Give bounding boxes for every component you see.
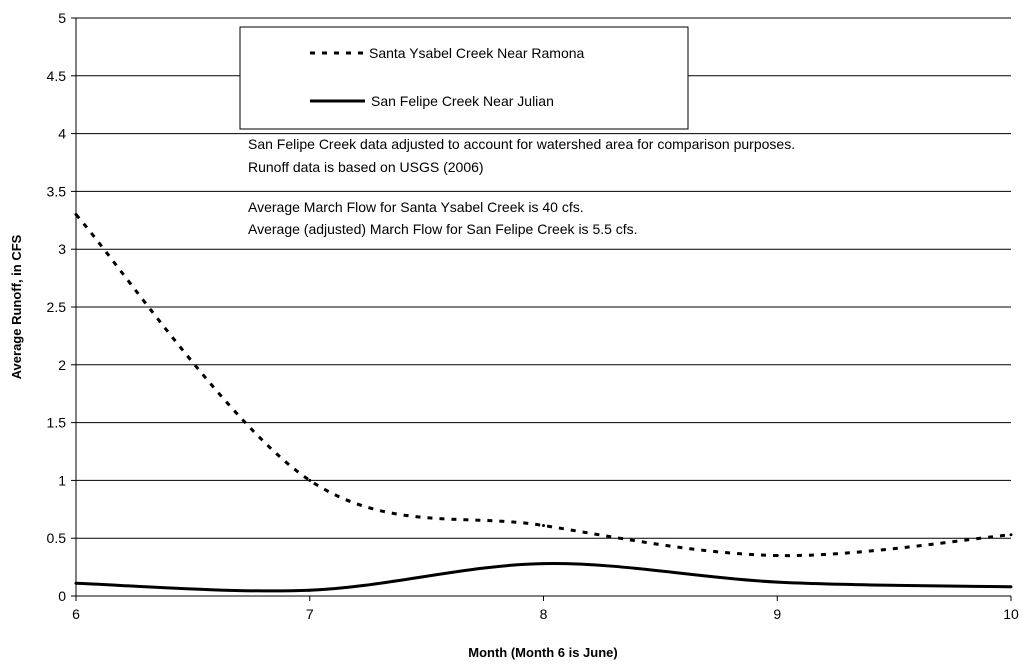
series-point — [74, 581, 78, 585]
series-point — [775, 554, 779, 558]
x-tick-label: 10 — [1003, 606, 1019, 622]
legend-label-san-felipe: San Felipe Creek Near Julian — [371, 93, 554, 109]
legend-box — [239, 26, 689, 130]
y-axis-tick-labels: 0 0.5 1 1.5 2 2.5 3 3.5 4 4.5 5 — [47, 10, 76, 604]
y-tick-label: 0 — [58, 588, 66, 604]
y-tick-label: 3.5 — [47, 183, 67, 199]
y-tick-label: 1.5 — [47, 415, 67, 431]
y-tick-label: 2.5 — [47, 299, 67, 315]
x-tick-label: 8 — [540, 606, 548, 622]
y-tick-label: 4 — [58, 126, 66, 142]
y-tick-label: 4.5 — [47, 68, 67, 84]
series-point — [1009, 585, 1013, 589]
series-point — [542, 562, 545, 566]
series — [74, 213, 1013, 593]
y-tick-label: 3 — [58, 241, 66, 257]
series-point — [308, 478, 312, 482]
series-point — [775, 580, 779, 584]
y-tick-label: 0.5 — [47, 530, 67, 546]
series-point — [1009, 533, 1013, 537]
annotation-santa-ysabel-march-flow: Average March Flow for Santa Ysabel Cree… — [248, 199, 584, 215]
axes — [75, 18, 1011, 597]
series-line-santa-ysabel — [74, 213, 1012, 558]
x-axis-tick-labels: 6 7 8 9 10 — [72, 596, 1019, 622]
annotation-adjustment-note: San Felipe Creek data adjusted to accoun… — [248, 136, 795, 152]
series-point — [74, 213, 78, 217]
y-tick-label: 1 — [58, 472, 66, 488]
annotation-source-note: Runoff data is based on USGS (2006) — [248, 159, 484, 175]
series-point — [542, 523, 545, 527]
x-axis-title: Month (Month 6 is June) — [468, 645, 617, 660]
y-tick-label: 5 — [58, 10, 66, 26]
series-point — [308, 588, 312, 592]
annotation-san-felipe-march-flow: Average (adjusted) March Flow for San Fe… — [248, 221, 638, 237]
series-line-san-felipe — [75, 562, 1012, 593]
y-axis-title: Average Runoff, in CFS — [9, 234, 24, 379]
x-tick-label: 7 — [306, 606, 314, 622]
x-tick-label: 6 — [72, 606, 80, 622]
y-tick-label: 2 — [58, 357, 66, 373]
x-tick-label: 9 — [773, 606, 781, 622]
legend: Santa Ysabel Creek Near Ramona San Felip… — [239, 26, 689, 130]
annotations: San Felipe Creek data adjusted to accoun… — [248, 136, 795, 237]
legend-label-santa-ysabel: Santa Ysabel Creek Near Ramona — [369, 45, 585, 61]
